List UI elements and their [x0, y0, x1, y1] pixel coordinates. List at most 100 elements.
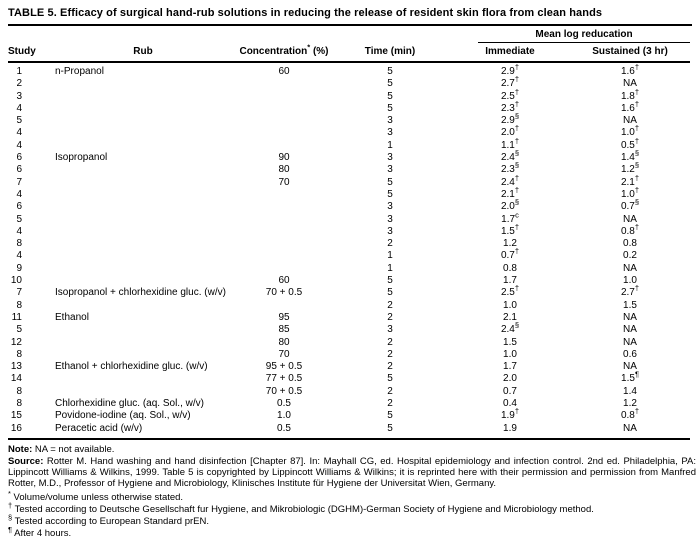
sustained-cell: NA — [570, 312, 690, 324]
sustained-cell: 1.4§ — [570, 150, 690, 164]
sustained-value: 0.8 — [623, 238, 637, 250]
table-row: 1 n-Propanol 60 5 2.9† 1.6† — [8, 62, 690, 78]
table-row: 12 80 2 1.5 NA — [8, 337, 690, 349]
immediate-cell: 1.7c — [450, 211, 570, 226]
immediate-value: 1.9 — [503, 422, 517, 434]
study-cell: 4 — [16, 127, 22, 139]
immediate-value: 2.5 — [500, 90, 515, 102]
study-cell: 4 — [16, 188, 22, 200]
table-row: 15 Povidone-iodine (aq. Sol., w/v) 1.0 5 1.9… — [8, 408, 690, 422]
immediate-cell: 2.1 — [450, 312, 570, 324]
footnote-text: Tested according to European Standard pr… — [12, 515, 209, 527]
immediate-cell: 0.8 — [450, 263, 570, 275]
time-cell: 2 — [387, 336, 393, 348]
conc-cell — [238, 140, 330, 152]
footnote: * Volume/volume unless otherwise stated. — [8, 488, 696, 504]
time-cell: 5 — [387, 188, 393, 200]
study-cell: 10 — [10, 275, 22, 287]
immediate-value: 1.5 — [503, 336, 517, 348]
conc-cell: 77 + 0.5 — [265, 373, 303, 385]
sustained-cell: 2.1† — [570, 174, 690, 189]
immediate-value: 2.1 — [500, 188, 515, 200]
table-row: 7 Isopropanol + chlorhexidine gluc. (w/v)… — [8, 285, 690, 299]
rub-cell — [48, 275, 238, 287]
study-cell: 4 — [16, 139, 22, 151]
footnote-mark: † — [634, 185, 640, 195]
immediate-value: 2.9 — [500, 115, 515, 127]
rub-cell: Peracetic acid (w/v) — [55, 422, 143, 434]
immediate-cell: 0.7† — [450, 248, 570, 262]
sustained-cell: 1.4 — [570, 386, 690, 398]
source-note: Source: Rotter M. Hand washing and hand … — [8, 456, 696, 489]
sustained-cell: NA — [570, 115, 690, 127]
conc-cell — [238, 300, 330, 312]
sustained-cell: NA — [570, 214, 690, 226]
footnote-mark: § — [514, 197, 520, 207]
footnote-mark: ¶ — [634, 370, 639, 380]
sustained-cell: 1.0 — [570, 275, 690, 287]
conc-cell — [238, 189, 330, 201]
footnote-mark: † — [514, 136, 520, 146]
table-row: 4 3 1.5† 0.8† — [8, 223, 690, 238]
time-cell: 2 — [387, 361, 393, 373]
footnote-mark: § — [634, 197, 640, 207]
footnote-symbol: * — [8, 488, 11, 498]
table-row: 16 Peracetic acid (w/v) 0.5 5 1.9 NA — [8, 423, 690, 439]
study-cell: 4 — [16, 102, 22, 114]
immediate-cell: 1.7 — [450, 361, 570, 373]
immediate-cell: 2.3† — [450, 100, 570, 115]
conc-cell: 70 + 0.5 — [265, 287, 303, 299]
footnote-mark: § — [514, 161, 520, 171]
immediate-cell: 2.0§ — [450, 197, 570, 213]
conc-cell — [238, 103, 330, 115]
sustained-value: 0.8 — [620, 410, 635, 422]
immediate-value: 1.7 — [503, 275, 517, 287]
immediate-value: 1.7 — [503, 361, 517, 373]
rub-cell — [48, 91, 238, 103]
source-text: Rotter M. Hand washing and hand disinfec… — [8, 455, 696, 489]
time-cell: 5 — [387, 78, 393, 90]
immediate-value: 1.1 — [500, 139, 515, 151]
sustained-cell: NA — [570, 337, 690, 349]
source-label: Source: — [8, 455, 44, 467]
footnote-mark: † — [634, 87, 640, 97]
conc-cell — [238, 201, 330, 213]
sustained-cell: 1.0† — [570, 124, 690, 139]
time-cell: 1 — [387, 262, 393, 274]
study-cell: 3 — [16, 90, 22, 102]
immediate-value: 2.7 — [500, 78, 515, 90]
time-cell: 2 — [387, 398, 393, 410]
rub-cell — [48, 177, 238, 189]
sustained-value: NA — [623, 361, 637, 373]
study-cell: 14 — [10, 373, 22, 385]
time-cell: 1 — [387, 139, 393, 151]
conc-cell: 70 — [278, 348, 290, 360]
time-cell: 2 — [387, 299, 393, 311]
study-cell: 15 — [10, 410, 22, 422]
immediate-cell: 1.7 — [450, 275, 570, 287]
rub-cell — [48, 103, 238, 115]
sustained-value: 1.5 — [621, 373, 635, 385]
footnote-mark: c — [515, 210, 519, 220]
conc-cell: 60 — [278, 275, 290, 287]
immediate-cell: 2.4§ — [450, 322, 570, 336]
immediate-value: 2.0 — [500, 127, 515, 139]
table-row: 6 80 3 2.3§ 1.2§ — [8, 161, 690, 176]
immediate-value: 2.1 — [503, 311, 517, 323]
sustained-cell: 1.0† — [570, 185, 690, 201]
table-row: 8 2 1.2 0.8 — [8, 238, 690, 250]
footnote: † Tested according to Deutsche Gesellsch… — [8, 502, 696, 516]
immediate-value: 1.9 — [500, 410, 515, 422]
footnote-mark: † — [634, 124, 640, 134]
table-row: 5 85 3 2.4§ NA — [8, 322, 690, 336]
time-cell: 3 — [387, 127, 393, 139]
conc-cell — [238, 250, 330, 262]
immediate-value: 2.4 — [500, 176, 515, 188]
conc-cell: 0.5 — [277, 398, 291, 410]
sustained-value: 0.2 — [623, 250, 637, 262]
study-cell: 1 — [16, 66, 22, 77]
rub-cell — [48, 201, 238, 213]
col-header-study: Study — [8, 46, 36, 57]
immediate-value: 2.4 — [500, 152, 515, 164]
